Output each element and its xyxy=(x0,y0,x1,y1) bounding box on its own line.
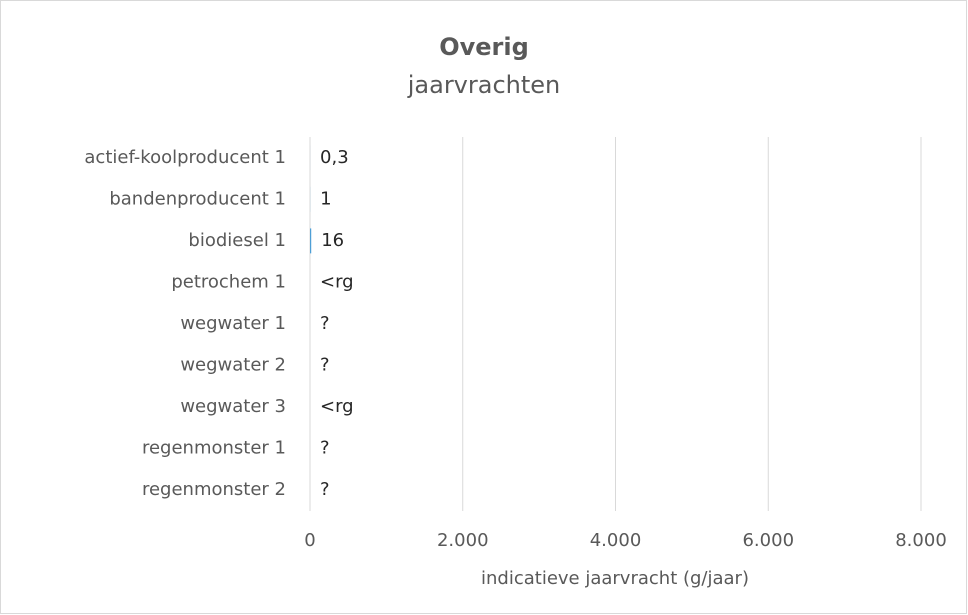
value-label: <rg xyxy=(320,396,354,417)
value-label: 0,3 xyxy=(320,147,349,168)
y-tick-label: wegwater 1 xyxy=(180,313,286,334)
x-tick-label: 4.000 xyxy=(590,530,642,551)
y-tick-label: petrochem 1 xyxy=(171,271,286,292)
value-label: ? xyxy=(320,479,330,500)
y-tick-label: wegwater 3 xyxy=(180,396,286,417)
y-tick-label: bandenproducent 1 xyxy=(109,188,286,209)
y-tick-label: regenmonster 1 xyxy=(142,438,286,459)
x-axis-title: indicatieve jaarvracht (g/jaar) xyxy=(481,568,749,589)
x-tick-label: 6.000 xyxy=(742,530,794,551)
chart-title: Overig xyxy=(439,33,529,61)
value-label: ? xyxy=(320,438,330,459)
x-tick-label: 8.000 xyxy=(895,530,947,551)
y-tick-label: biodiesel 1 xyxy=(188,230,286,251)
x-tick-label: 2.000 xyxy=(437,530,489,551)
value-label: 16 xyxy=(321,230,344,251)
y-tick-label: actief-koolproducent 1 xyxy=(84,147,286,168)
x-tick-label: 0 xyxy=(304,530,315,551)
bar xyxy=(310,228,312,254)
value-label: ? xyxy=(320,355,330,376)
value-label: ? xyxy=(320,313,330,334)
value-label: <rg xyxy=(320,271,354,292)
y-tick-label: wegwater 2 xyxy=(180,355,286,376)
chart-subtitle: jaarvrachten xyxy=(407,71,561,99)
y-tick-label: regenmonster 2 xyxy=(142,479,286,500)
value-label: 1 xyxy=(320,188,331,209)
